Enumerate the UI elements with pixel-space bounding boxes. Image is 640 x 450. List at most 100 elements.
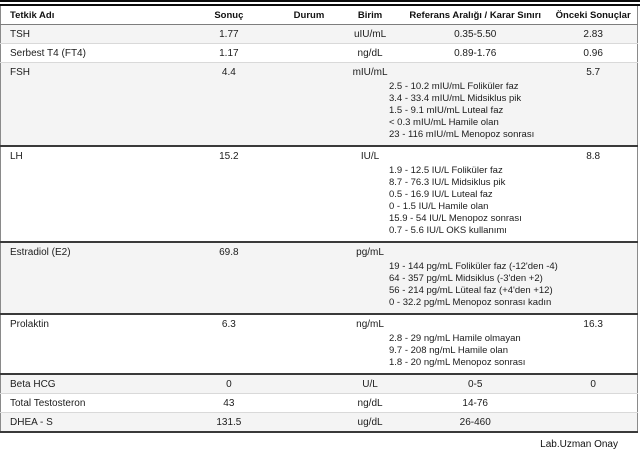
- reference-range-line: 56 - 214 pg/mL Lüteal faz (+4'den +12): [389, 285, 553, 296]
- unit-cell: pg/mL: [356, 246, 384, 258]
- reference-range-line: 0 - 1.5 IU/L Hamile olan: [389, 201, 489, 212]
- status-cell: [278, 24, 340, 44]
- reference-range-line: 0.5 - 16.9 IU/L Luteal faz: [389, 189, 493, 200]
- previous-result-cell: 5.7: [586, 66, 601, 78]
- reference-detail-row: 1.9 - 12.5 IU/L Foliküler faz 8.7 - 76.3 …: [0, 165, 638, 243]
- test-name-cell: LH: [10, 150, 23, 162]
- column-header-unit: Birim: [339, 6, 402, 25]
- reference-range-line: 1.8 - 20 ng/mL Menopoz sonrası: [389, 357, 526, 368]
- reference-range-line: 64 - 357 pg/mL Midsiklus (-3'den +2): [389, 273, 543, 284]
- result-row: Serbest T4 (FT4) 1.17 ng/dL 0.89-1.76 0.96: [0, 43, 638, 63]
- range-cell: [401, 63, 549, 82]
- lab-approval-signature: Lab.Uzman Onay: [540, 439, 618, 450]
- reference-ranges: 2.8 - 29 ng/mL Hamile olmayan 9.7 - 208 n…: [0, 333, 638, 375]
- result-row: Total Testosteron 43 ng/dL 14-76: [0, 393, 638, 413]
- range-cell: 0.89-1.76: [401, 43, 550, 63]
- result-row: Estradiol (E2) 69.8 pg/mL: [0, 242, 638, 261]
- column-header-test-name: Tetkik Adı: [0, 6, 179, 25]
- reference-range-line: 0 - 32.2 pg/mL Menopoz sonrası kadın: [389, 297, 552, 308]
- reference-ranges: 2.5 - 10.2 mIU/mL Foliküler faz 3.4 - 33.…: [0, 81, 638, 147]
- reference-range-line: 8.7 - 76.3 IU/L Midsiklus pik: [389, 177, 506, 188]
- range-cell: [401, 146, 549, 165]
- status-cell: [279, 242, 339, 261]
- reference-ranges: 1.9 - 12.5 IU/L Foliküler faz 8.7 - 76.3 …: [0, 165, 638, 243]
- test-name-cell: Total Testosteron: [0, 393, 179, 413]
- status-cell: [279, 146, 339, 165]
- table-header-row: Tetkik Adı Sonuç Durum Birim Referans Ar…: [0, 6, 638, 25]
- status-cell: [278, 374, 340, 394]
- result-row: DHEA - S 131.5 ug/dL 26-460: [0, 412, 638, 433]
- reference-range-line: 23 - 116 mIU/mL Menopoz sonrası: [389, 129, 535, 140]
- reference-range-line: 3.4 - 33.4 mIU/mL Midsiklus pik: [389, 93, 522, 104]
- previous-result-cell: 8.8: [586, 150, 601, 162]
- result-cell: 69.8: [219, 246, 239, 258]
- previous-result-cell: [549, 242, 637, 261]
- status-cell: [279, 413, 339, 433]
- column-header-status: Durum: [278, 6, 340, 25]
- unit-cell: U/L: [339, 374, 402, 394]
- status-cell: [278, 43, 340, 63]
- results-body: TSH 1.77 uIU/mL 0.35-5.50 2.83 Serbest T4 (FT…: [0, 24, 638, 433]
- previous-result-cell: [549, 393, 638, 413]
- range-cell: 0.35-5.50: [401, 24, 550, 44]
- result-row: FSH 4.4 mIU/mL 5.7: [0, 62, 638, 82]
- reference-range-line: 1.5 - 9.1 mIU/mL Luteal faz: [389, 105, 504, 116]
- test-name-cell: Beta HCG: [0, 374, 179, 394]
- previous-result-cell: 2.83: [549, 24, 638, 44]
- unit-cell: ng/dL: [339, 393, 402, 413]
- test-name-cell: DHEA - S: [10, 416, 53, 428]
- previous-result-cell: 0: [549, 374, 638, 394]
- result-cell: 1.17: [178, 43, 279, 63]
- reference-range-line: 1.9 - 12.5 IU/L Foliküler faz: [389, 165, 503, 176]
- reference-ranges: 19 - 144 pg/mL Foliküler faz (-12'den -4…: [0, 261, 638, 315]
- result-row: Beta HCG 0 U/L 0-5 0: [0, 374, 638, 394]
- result-cell: 1.77: [178, 24, 279, 44]
- reference-range-line: 0.7 - 5.6 IU/L OKS kullanımı: [389, 225, 507, 236]
- status-cell: [279, 314, 339, 333]
- result-cell: 6.3: [221, 318, 236, 330]
- result-row: LH 15.2 IU/L 8.8: [1, 146, 638, 165]
- test-name-cell: Serbest T4 (FT4): [0, 43, 179, 63]
- unit-cell: ng/dL: [339, 43, 402, 63]
- reference-detail-row: 19 - 144 pg/mL Foliküler faz (-12'den -4…: [0, 261, 638, 315]
- result-row: TSH 1.77 uIU/mL 0.35-5.50 2.83: [0, 24, 638, 44]
- test-name-cell: FSH: [10, 66, 30, 78]
- previous-result-cell: 16.3: [583, 318, 603, 330]
- reference-range-line: < 0.3 mIU/mL Hamile olan: [389, 117, 499, 128]
- column-header-previous-results: Önceki Sonuçlar: [549, 6, 638, 25]
- reference-range-line: 15.9 - 54 IU/L Menopoz sonrası: [389, 213, 522, 224]
- status-cell: [279, 63, 339, 82]
- previous-result-cell: [549, 413, 637, 433]
- result-cell: 0: [178, 374, 279, 394]
- column-header-reference-range: Referans Aralığı / Karar Sınırı: [401, 6, 550, 25]
- range-cell: [401, 242, 549, 261]
- unit-cell: IU/L: [360, 150, 380, 162]
- result-cell: 15.2: [219, 150, 239, 162]
- result-cell: 4.4: [221, 66, 236, 78]
- unit-cell: ug/dL: [357, 416, 383, 428]
- range-cell: [401, 314, 549, 333]
- range-cell: 0-5: [401, 374, 550, 394]
- status-cell: [278, 393, 340, 413]
- lab-results-table: Tetkik Adı Sonuç Durum Birim Referans Ar…: [0, 6, 638, 433]
- unit-cell: ng/mL: [356, 318, 384, 330]
- unit-cell: uIU/mL: [339, 24, 402, 44]
- reference-detail-row: 2.8 - 29 ng/mL Hamile olmayan 9.7 - 208 n…: [0, 333, 638, 375]
- column-header-result: Sonuç: [178, 6, 279, 25]
- top-double-rule: [0, 0, 640, 6]
- reference-range-line: 2.5 - 10.2 mIU/mL Foliküler faz: [389, 81, 519, 92]
- test-name-cell: Prolaktin: [10, 318, 49, 330]
- result-row: Prolaktin 6.3 ng/mL 16.3: [1, 314, 638, 333]
- test-name-cell: Estradiol (E2): [10, 246, 71, 258]
- result-cell: 131.5: [216, 416, 242, 428]
- reference-detail-row: 2.5 - 10.2 mIU/mL Foliküler faz 3.4 - 33.…: [0, 81, 638, 147]
- reference-range-line: 2.8 - 29 ng/mL Hamile olmayan: [389, 333, 521, 344]
- test-name-cell: TSH: [0, 24, 179, 44]
- reference-range-line: 9.7 - 208 ng/mL Hamile olan: [389, 345, 508, 356]
- reference-range-line: 19 - 144 pg/mL Foliküler faz (-12'den -4…: [389, 261, 558, 272]
- range-cell: 26-460: [459, 416, 491, 428]
- previous-result-cell: 0.96: [549, 43, 638, 63]
- range-cell: 14-76: [401, 393, 550, 413]
- result-cell: 43: [178, 393, 279, 413]
